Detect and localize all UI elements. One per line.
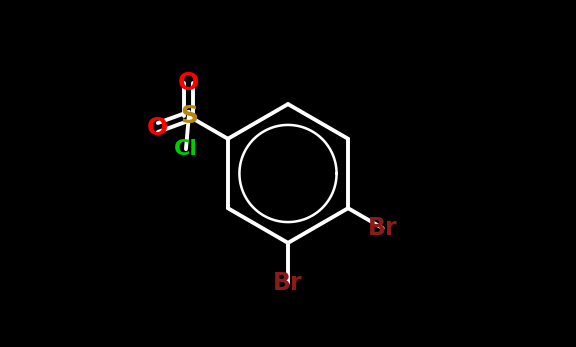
Text: O: O <box>178 71 199 95</box>
Text: Br: Br <box>273 271 303 295</box>
Text: S: S <box>180 104 198 128</box>
Text: Cl: Cl <box>174 139 198 159</box>
Text: O: O <box>147 116 168 139</box>
Text: Br: Br <box>368 216 397 240</box>
